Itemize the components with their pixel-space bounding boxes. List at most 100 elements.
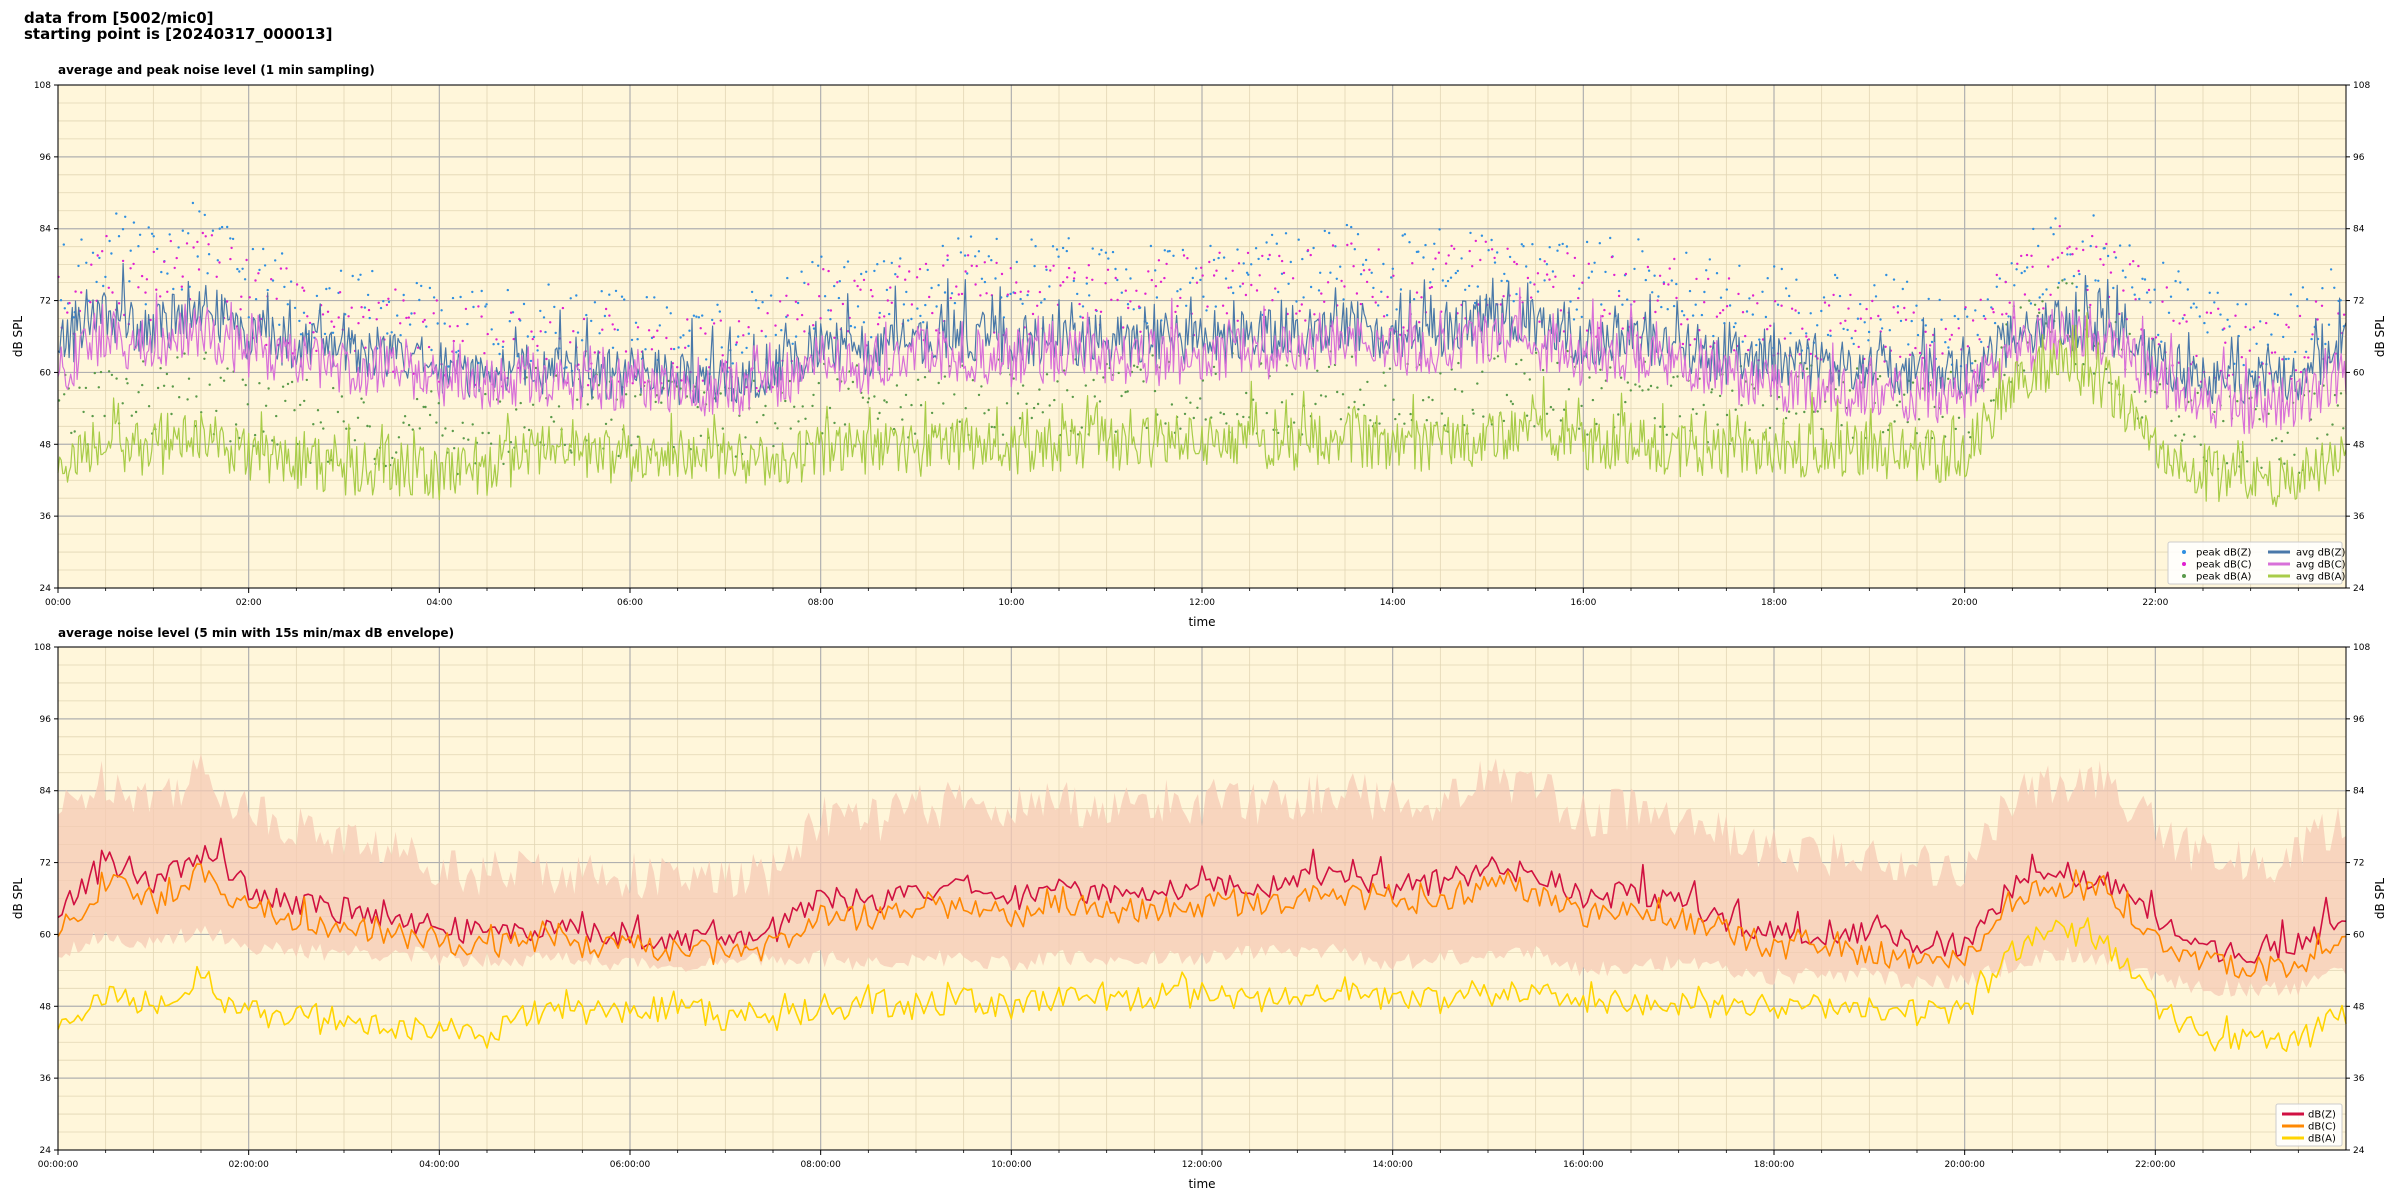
data-point [338,291,342,294]
data-point [2052,233,2055,236]
data-point [1892,278,1896,281]
data-point [1776,303,1780,306]
data-point [1700,313,1704,317]
data-point [974,255,977,258]
data-point [1536,290,1540,293]
data-point [295,283,299,286]
data-point [1820,309,1823,313]
data-point [2057,281,2061,285]
data-point [1335,277,1339,280]
data-point [1487,249,1490,252]
data-point [937,284,940,287]
data-point [2244,303,2248,306]
data-point [665,306,669,309]
data-point [2276,313,2279,317]
data-point [812,327,816,330]
data-point [2181,317,2185,320]
data-point [59,299,63,302]
data-point [286,303,289,306]
data-point [843,266,846,269]
data-point [2114,256,2118,259]
data-point [1460,257,1463,260]
data-point [1361,263,1365,266]
data-point [1275,242,1279,245]
x-tick-label: 18:00:00 [1754,1160,1795,1170]
data-point [1179,288,1182,291]
data-point [547,283,550,286]
data-point [716,303,719,306]
data-point [149,318,152,322]
y-tick-label-left: 72 [40,859,51,869]
data-point [1852,342,1855,346]
data-point [1694,303,1697,306]
data-point [1805,332,1808,335]
data-point [1245,271,1249,274]
data-point [1441,279,1445,282]
data-point [1561,242,1564,246]
data-point [888,312,891,316]
data-point [298,319,301,323]
y-tick-label-right: 108 [2353,643,2370,653]
data-point [1155,296,1159,299]
data-point [2092,214,2095,217]
data-point [2041,293,2045,296]
data-point [977,250,981,253]
data-point [600,290,603,293]
data-point [2153,288,2156,291]
data-point [484,305,487,308]
data-point [1408,241,1411,244]
data-point [916,307,919,310]
data-point [1309,285,1313,289]
data-point [862,321,866,324]
data-point [1382,262,1385,266]
data-point [1493,261,1497,264]
data-point [466,322,469,326]
data-point [485,303,488,306]
data-point [1284,232,1288,235]
data-point [1986,298,1990,301]
data-point [1202,295,1205,298]
data-point [1328,231,1331,235]
data-point [240,295,243,298]
data-point [2255,342,2258,345]
data-point [1250,263,1253,266]
data-point [1660,305,1663,309]
data-point [987,255,990,258]
data-point [1295,300,1298,303]
data-point [1468,284,1471,288]
data-point [447,365,450,368]
data-point [1040,301,1043,304]
data-point [711,318,714,322]
data-point [1520,243,1524,246]
data-point [614,289,618,293]
data-point [166,290,169,293]
data-point [817,264,820,267]
data-point [1651,291,1654,294]
data-point [399,334,402,337]
data-point [1043,298,1046,301]
data-point [2078,272,2081,276]
data-point [301,286,304,289]
data-point [1657,295,1660,298]
data-point [172,287,175,291]
y-tick-label-right: 48 [2353,1002,2365,1012]
data-point [593,301,597,304]
data-point [1974,309,1977,312]
data-point [2124,276,2127,279]
data-point [1236,248,1239,251]
data-point [1496,251,1499,254]
data-point [969,235,973,238]
data-point [882,260,886,263]
data-point [2167,311,2171,314]
data-point [585,313,588,317]
data-point [137,245,140,248]
data-point [910,317,913,321]
data-point [96,254,99,257]
data-point [1590,270,1594,273]
y-tick-label-left: 36 [40,1074,52,1084]
data-point [1364,258,1368,262]
data-point [211,229,215,232]
data-point [180,288,184,291]
data-point [1088,294,1091,297]
